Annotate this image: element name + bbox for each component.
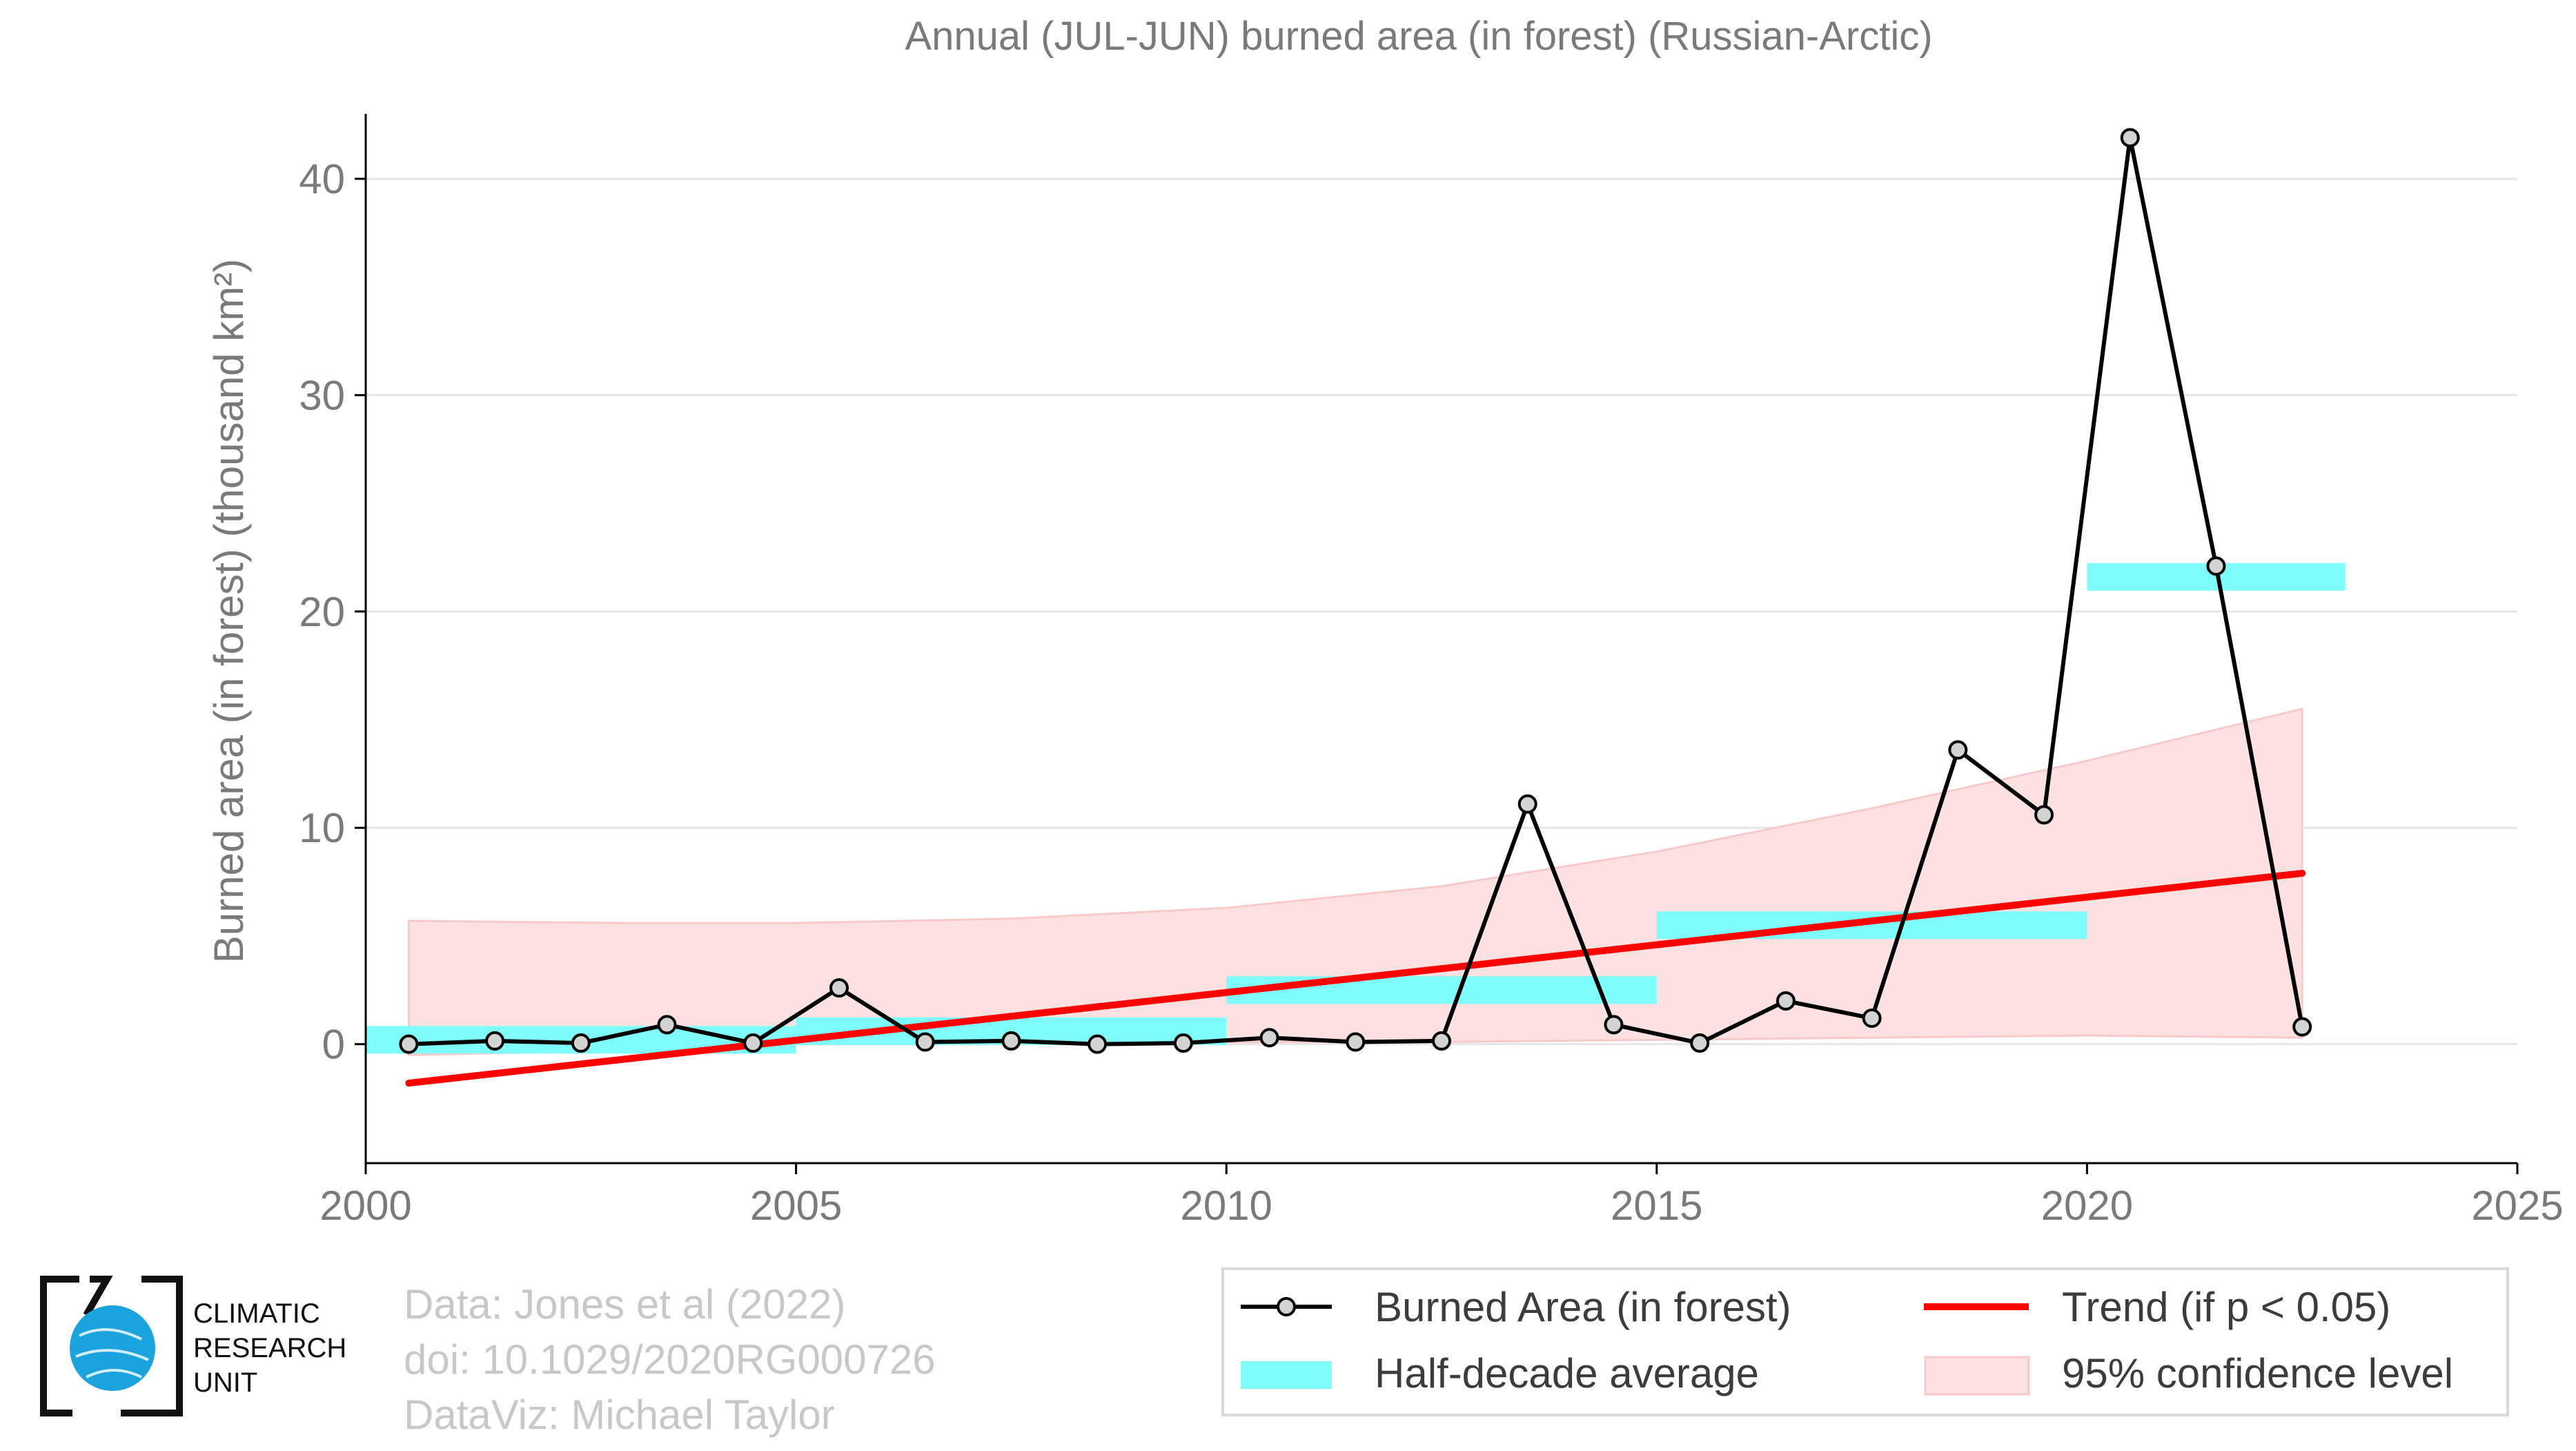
data-credits: Data: Jones et al (2022) doi: 10.1029/20… [404,1277,936,1443]
data-point-2015 [1690,1033,1710,1053]
data-point-2013 [1517,794,1537,814]
logo-line-1: CLIMATIC [193,1298,320,1329]
data-point-2020 [2120,128,2140,148]
y-axis-label: Burned area (in forest) (thousand km²) [206,259,252,963]
credit-data-source: Data: Jones et al (2022) [404,1281,846,1327]
x-tick-label-2010: 2010 [1180,1182,1272,1229]
data-point-2004 [743,1033,763,1053]
credit-doi: doi: 10.1029/2020RG000726 [404,1336,936,1383]
data-point-2010 [1259,1028,1279,1048]
data-point-2007 [1001,1031,1021,1051]
globe-icon [70,1305,155,1391]
logo-bracket-right-icon [121,1276,183,1416]
legend-box [1221,1267,2509,1416]
data-point-2006 [915,1032,935,1052]
credit-dataviz: DataViz: Michael Taylor [404,1392,835,1438]
data-point-2008 [1088,1034,1108,1054]
y-tick-label-40: 40 [299,156,345,202]
x-tick-label-2020: 2020 [2041,1182,2133,1229]
trend-line [405,870,2306,1087]
data-point-2000 [399,1034,419,1054]
legend-label-confidence: 95% confidence level [2062,1350,2453,1396]
data-point-2022 [2292,1017,2312,1037]
logo-bracket-left-icon [40,1276,79,1416]
x-tick-label-2005: 2005 [750,1182,842,1229]
data-point-2021 [2206,556,2226,576]
legend-label-trend: Trend (if p < 0.05) [2062,1284,2390,1330]
trend-line-segment [405,870,2306,1087]
cru-logo [40,1276,183,1416]
legend-label-half-decade: Half-decade average [1375,1350,1759,1396]
logo-line-3: UNIT [193,1367,258,1398]
burned-area-series [399,128,2312,1054]
data-point-2014 [1604,1015,1624,1035]
legend-marker-icon [1277,1297,1296,1316]
chart-title: Annual (JUL-JUN) burned area (in forest)… [905,14,1932,59]
legend-confidence-icon [1924,1356,2030,1396]
x-tick-label-2015: 2015 [1611,1182,1702,1229]
x-tick-label-2025: 2025 [2471,1182,2563,1229]
data-point-2001 [485,1031,505,1051]
data-point-2005 [829,978,849,998]
logo-line-2: RESEARCH [193,1333,347,1363]
axes: 2000 2005 2010 2015 2020 2025 0 10 20 30 40 [299,114,2564,1229]
data-point-2009 [1173,1033,1193,1053]
data-point-2003 [657,1015,677,1035]
data-point-2016 [1776,991,1796,1011]
data-point-2011 [1346,1032,1366,1052]
y-tick-label-0: 0 [322,1022,345,1068]
y-tick-label-20: 20 [299,589,345,635]
half-decade-bar-2 [1226,976,1657,1004]
data-point-2017 [1862,1009,1882,1029]
data-point-2018 [1948,740,1968,760]
logo-text: CLIMATIC RESEARCH UNIT [193,1296,346,1400]
y-tick-label-30: 30 [299,372,345,418]
data-point-2012 [1432,1031,1451,1051]
y-tick-label-10: 10 [299,805,345,851]
legend-label-burned-area: Burned Area (in forest) [1375,1284,1791,1330]
data-point-2019 [2034,805,2054,825]
data-point-2002 [571,1033,591,1053]
x-tick-label-2000: 2000 [319,1182,411,1229]
legend-half-decade-icon [1241,1361,1332,1389]
legend: Burned Area (in forest) Half-decade aver… [1221,1267,2509,1416]
